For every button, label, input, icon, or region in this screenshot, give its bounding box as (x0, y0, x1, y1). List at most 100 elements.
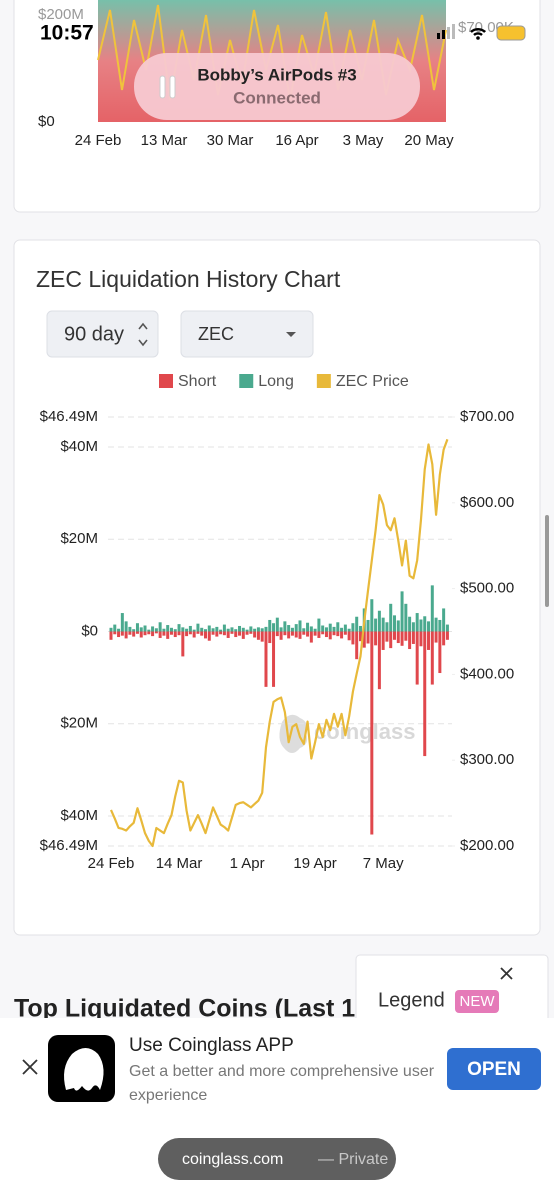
legend-popup-label[interactable]: Legend (378, 989, 445, 1011)
banner-text: Get a better and more comprehensive user (129, 1063, 435, 1080)
price-line (109, 438, 449, 848)
coin-value: ZEC (198, 324, 234, 344)
bar (317, 631, 321, 638)
bar (177, 631, 181, 636)
bar (351, 623, 355, 632)
new-badge-text: NEW (460, 993, 496, 1010)
y-tick-label: $20M (60, 530, 98, 547)
x-tick-label: 7 May (363, 855, 404, 872)
bar (442, 631, 446, 646)
bar (211, 631, 215, 635)
period-select[interactable] (46, 310, 159, 358)
bar (241, 631, 245, 639)
bar (283, 621, 287, 632)
bar (117, 628, 121, 632)
bar (385, 631, 389, 642)
x-tick-label: 14 Mar (156, 855, 203, 872)
bar (396, 631, 400, 644)
bar (298, 631, 302, 639)
legend-label[interactable]: Short (178, 373, 217, 390)
bar (124, 621, 128, 632)
legend-label[interactable]: ZEC Price (336, 373, 409, 390)
bar (128, 626, 132, 632)
bar (162, 628, 166, 632)
open-button[interactable] (447, 1048, 541, 1090)
bar (234, 631, 238, 638)
bar (336, 631, 340, 637)
period-value: 90 day (64, 323, 124, 345)
y-tick-label: $40M (60, 807, 98, 824)
scrollbar (545, 515, 549, 607)
bar (143, 625, 147, 632)
coin-select[interactable] (180, 310, 314, 358)
bar (147, 631, 151, 635)
section-heading: Top Liquidated Coins (Last 1 (14, 995, 355, 1023)
bar (332, 631, 336, 636)
bar (374, 631, 378, 646)
bar (253, 628, 257, 632)
y-tick-label: $20M (60, 715, 98, 732)
bar (408, 631, 412, 650)
banner-close[interactable] (22, 1059, 38, 1075)
bar (264, 631, 268, 687)
bar (427, 631, 431, 650)
bar (355, 616, 359, 632)
bar (215, 626, 219, 632)
bar (139, 631, 143, 638)
bar (238, 625, 242, 632)
bar (343, 624, 347, 632)
bar (396, 620, 400, 632)
url-bar[interactable] (158, 1138, 396, 1180)
bar (294, 624, 298, 632)
top-x-label: 3 May (343, 132, 384, 149)
bar (219, 631, 223, 635)
bar (132, 629, 136, 632)
legend-popup-close[interactable] (500, 967, 513, 980)
bar (404, 631, 408, 641)
bar (177, 624, 181, 632)
bar (226, 631, 230, 638)
airpods-notification[interactable] (134, 53, 420, 120)
bar (324, 627, 328, 632)
bar (400, 591, 404, 632)
bar (204, 629, 207, 632)
legend-swatch (316, 374, 331, 388)
chart-title: ZEC Liquidation History Chart (36, 266, 341, 292)
bar (158, 622, 162, 632)
bar (408, 616, 412, 632)
bar (230, 627, 234, 632)
bar (245, 631, 249, 635)
bar (309, 626, 313, 632)
bar (283, 631, 287, 636)
y2-tick-label: $600.00 (460, 494, 514, 511)
bar (419, 619, 423, 632)
legend-label[interactable]: Long (258, 373, 294, 390)
bar (196, 623, 200, 632)
x-tick-label: 24 Feb (88, 855, 135, 872)
open-button-text: OPEN (467, 1059, 521, 1080)
bar (298, 620, 302, 632)
bar (317, 618, 321, 632)
bar (430, 585, 434, 632)
bar (366, 631, 370, 644)
bar (377, 631, 381, 690)
bar (238, 631, 242, 636)
bar (370, 599, 374, 632)
bar (381, 631, 385, 650)
bar (272, 631, 276, 687)
bar (309, 631, 313, 643)
bar (260, 628, 264, 632)
bar (113, 624, 117, 632)
bar (287, 625, 291, 632)
bar (377, 610, 381, 632)
bar (400, 631, 404, 646)
bar (302, 631, 306, 635)
bar (302, 628, 306, 632)
bar (370, 631, 374, 835)
bar (188, 631, 192, 635)
bar (154, 628, 158, 632)
y2-tick-label: $400.00 (460, 665, 514, 682)
bar (166, 625, 170, 632)
bar (415, 631, 419, 685)
status-time: 10:57 (40, 22, 94, 45)
